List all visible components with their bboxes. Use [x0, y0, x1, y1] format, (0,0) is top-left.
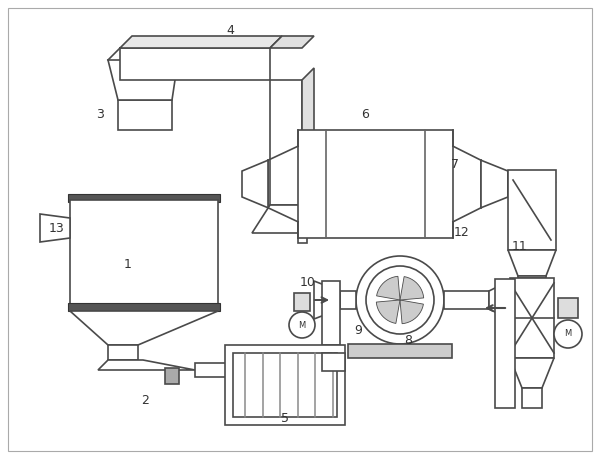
Polygon shape — [510, 358, 554, 388]
Polygon shape — [120, 36, 282, 48]
Polygon shape — [108, 60, 178, 100]
Text: 10: 10 — [300, 275, 316, 289]
Text: 13: 13 — [49, 222, 65, 235]
Text: 6: 6 — [361, 108, 369, 122]
Text: 9: 9 — [354, 324, 362, 336]
Bar — [68, 303, 220, 311]
Bar — [270, 80, 302, 205]
Polygon shape — [98, 360, 195, 370]
Polygon shape — [70, 311, 218, 345]
Polygon shape — [508, 171, 556, 197]
Text: 1: 1 — [124, 258, 132, 272]
Circle shape — [554, 320, 582, 348]
Polygon shape — [481, 160, 508, 208]
Bar — [348, 344, 452, 358]
Bar — [522, 388, 542, 408]
Bar — [444, 291, 489, 309]
Bar — [322, 281, 340, 345]
Text: 4: 4 — [226, 23, 234, 37]
Bar — [233, 353, 337, 417]
Circle shape — [289, 312, 315, 338]
Bar — [68, 194, 220, 202]
Bar — [510, 278, 554, 358]
Bar — [70, 200, 218, 305]
Text: 8: 8 — [404, 334, 412, 347]
Polygon shape — [252, 205, 307, 233]
Polygon shape — [242, 160, 268, 208]
Polygon shape — [40, 214, 70, 242]
Text: M: M — [565, 330, 572, 338]
Bar — [558, 298, 578, 318]
Bar — [225, 345, 345, 425]
Text: 12: 12 — [454, 226, 470, 240]
Text: M: M — [298, 320, 305, 330]
Polygon shape — [270, 36, 314, 48]
Bar — [518, 276, 546, 278]
Text: 7: 7 — [451, 158, 459, 172]
Text: 5: 5 — [281, 412, 289, 425]
Bar — [302, 170, 312, 184]
Polygon shape — [508, 250, 556, 276]
Bar — [495, 279, 515, 408]
Polygon shape — [489, 279, 513, 321]
Polygon shape — [400, 300, 424, 324]
Polygon shape — [377, 276, 400, 300]
Bar — [298, 223, 307, 243]
Polygon shape — [302, 68, 314, 205]
Text: 2: 2 — [141, 393, 149, 407]
Bar — [508, 170, 556, 250]
Bar — [118, 100, 172, 130]
Bar — [294, 293, 310, 311]
Bar — [298, 130, 453, 238]
Polygon shape — [400, 277, 424, 300]
Bar — [108, 345, 138, 360]
Bar — [340, 291, 356, 309]
Polygon shape — [376, 300, 400, 324]
Text: 11: 11 — [512, 240, 528, 252]
Polygon shape — [314, 281, 340, 319]
Bar — [322, 353, 345, 371]
Bar — [195, 363, 303, 377]
Circle shape — [366, 266, 434, 334]
Bar — [120, 48, 270, 80]
Bar — [165, 368, 179, 384]
Text: 3: 3 — [96, 108, 104, 122]
Circle shape — [356, 256, 444, 344]
